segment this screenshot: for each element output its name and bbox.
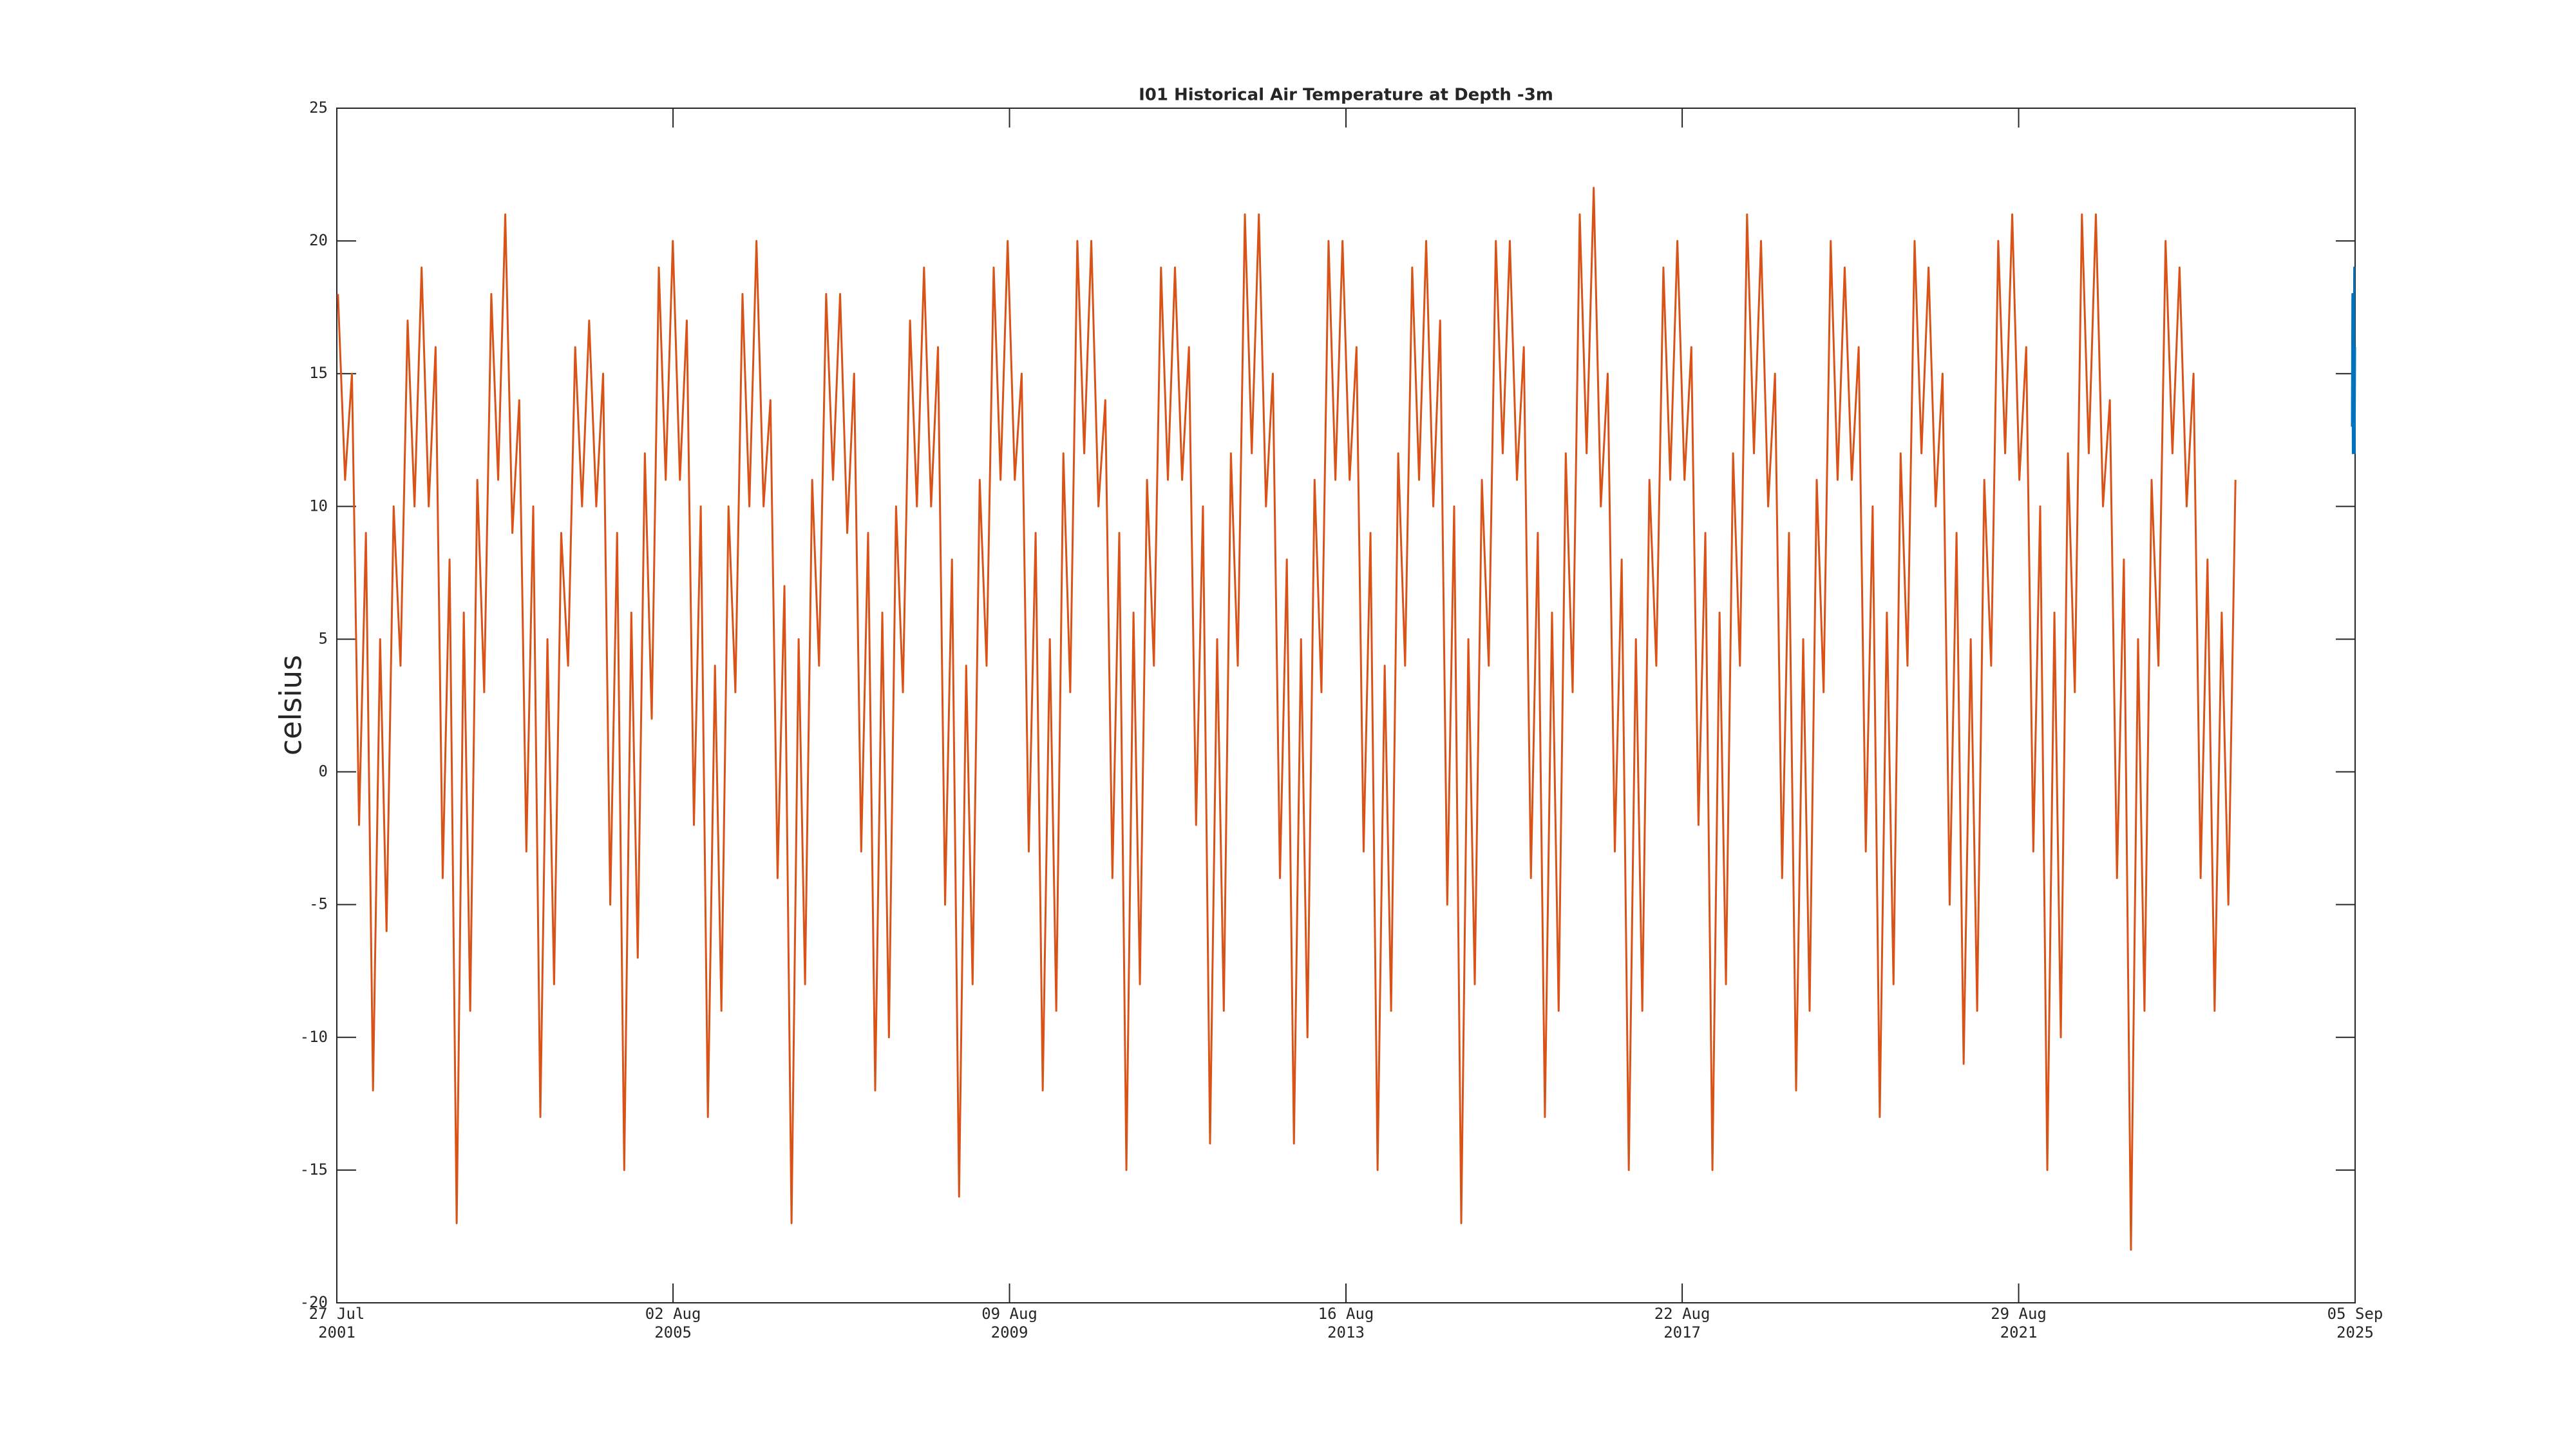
y-tick-label: 5 [319, 629, 328, 647]
x-tick-label: 09 Aug 2009 [981, 1305, 1037, 1341]
y-axis-label: celsius [274, 655, 308, 755]
x-tick-label: 02 Aug 2005 [645, 1305, 701, 1341]
x-tick-label: 27 Jul 2001 [309, 1305, 365, 1341]
x-tick-label: 16 Aug 2013 [1318, 1305, 1374, 1341]
y-tick-label: -15 [300, 1160, 328, 1179]
data-line [337, 187, 2237, 1251]
y-tick-label: 0 [319, 762, 328, 781]
y-tick-label: 25 [309, 99, 328, 117]
y-tick-label: 15 [309, 364, 328, 382]
data-line [2351, 266, 2356, 455]
x-tick-label: 29 Aug 2021 [1991, 1305, 2047, 1341]
x-tick-label: 22 Aug 2017 [1654, 1305, 1710, 1341]
y-tick-label: -5 [309, 895, 328, 913]
x-tick-label: 05 Sep 2025 [2327, 1305, 2383, 1341]
chart-title: I01 Historical Air Temperature at Depth … [1139, 86, 1553, 105]
plot-frame [336, 108, 2356, 1303]
y-tick-label: -10 [300, 1028, 328, 1046]
y-tick-label: 10 [309, 497, 328, 515]
y-tick-label: -20 [300, 1293, 328, 1311]
y-tick-label: 20 [309, 231, 328, 249]
